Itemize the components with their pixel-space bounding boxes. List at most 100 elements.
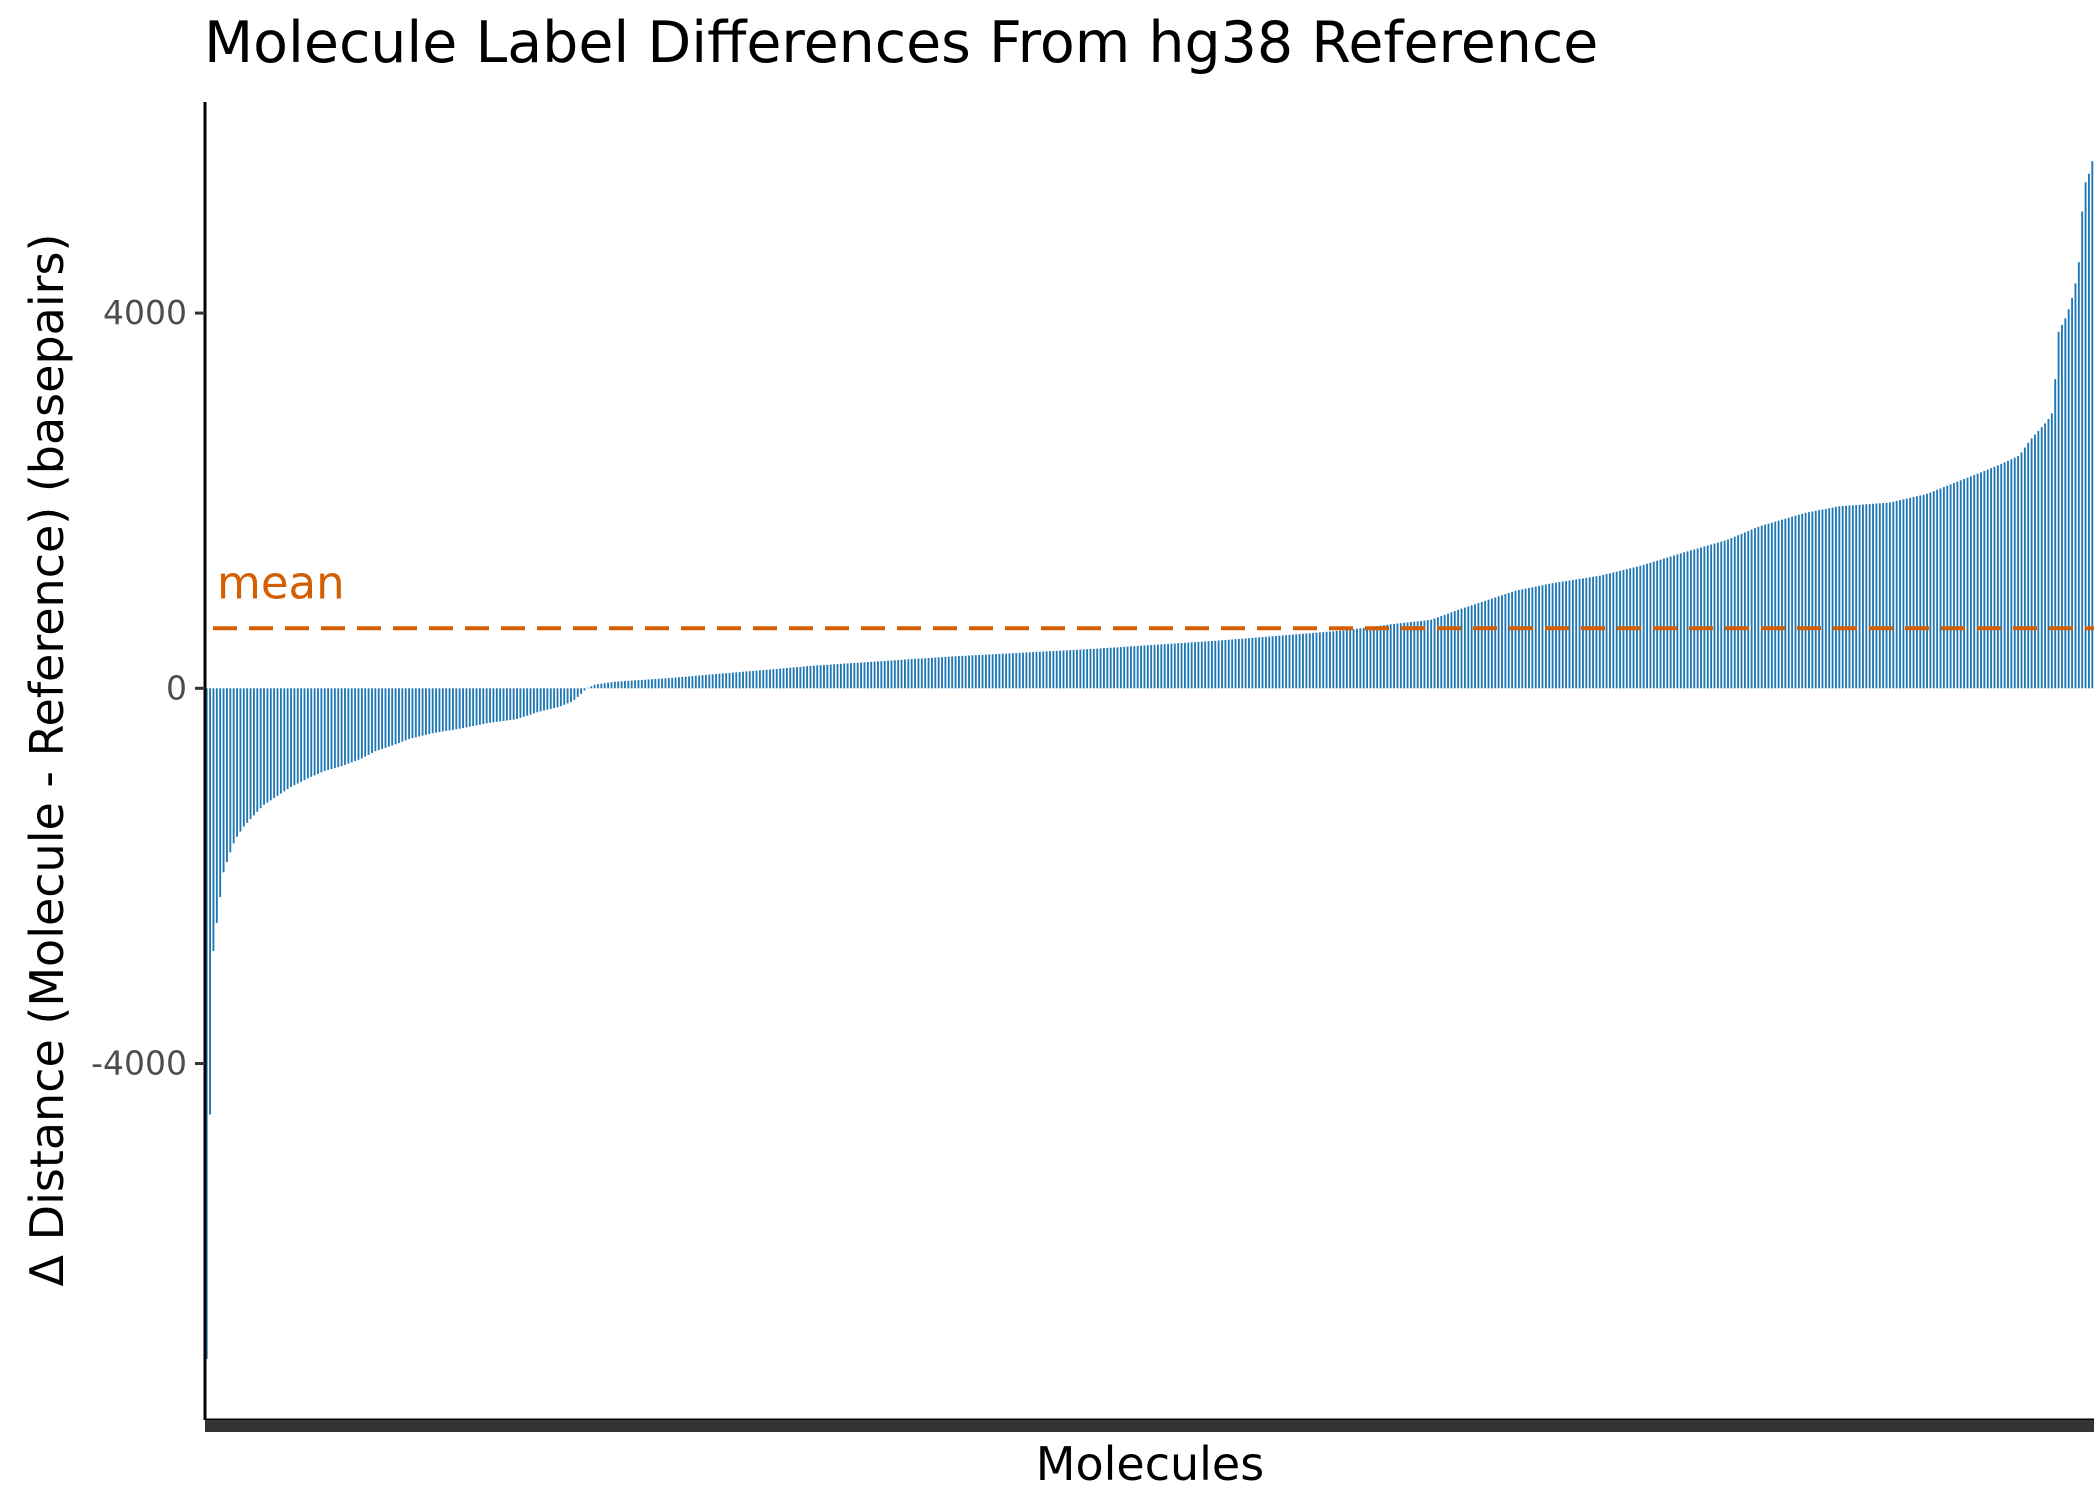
bar (630, 680, 633, 689)
bar (1561, 581, 1564, 689)
bar (877, 661, 879, 689)
bar (1372, 626, 1375, 689)
bar (509, 688, 512, 721)
bar (1011, 653, 1014, 689)
bar (1976, 473, 1979, 689)
bar (1612, 572, 1615, 689)
bar (1308, 633, 1311, 689)
bar (600, 683, 603, 689)
bar (1160, 644, 1163, 689)
bar (1197, 641, 1200, 689)
bar (1767, 523, 1770, 689)
bar (1683, 552, 1686, 689)
bar (2047, 418, 2050, 689)
bar (718, 673, 721, 689)
bar (226, 688, 228, 863)
bar (1986, 469, 1989, 689)
bar (306, 688, 309, 779)
bar (1447, 613, 1449, 689)
bar (310, 688, 313, 777)
bar (752, 670, 755, 689)
bar (1710, 544, 1713, 689)
bar (860, 662, 863, 689)
bar (2057, 331, 2060, 689)
bar (475, 688, 478, 726)
bar (681, 676, 684, 689)
bar (597, 684, 599, 689)
bar (445, 688, 448, 731)
bar (1953, 483, 1955, 689)
bar (1851, 505, 1854, 689)
bar (998, 653, 1001, 689)
bar (1150, 645, 1153, 689)
bar (246, 688, 249, 823)
bar (1322, 632, 1325, 689)
y-ticks: -4000 0 4000 (91, 293, 205, 1083)
bar (536, 688, 539, 713)
bar (1005, 653, 1008, 689)
bar (1143, 645, 1146, 689)
bar (1450, 612, 1453, 689)
bar (1008, 653, 1011, 689)
bar (573, 688, 576, 700)
bar (607, 682, 610, 689)
bar (1818, 510, 1821, 689)
bar (543, 688, 545, 711)
bar (499, 688, 502, 722)
bar (398, 688, 400, 743)
bar (286, 688, 289, 790)
bar (1096, 648, 1099, 689)
bar (924, 658, 927, 689)
bar (1180, 643, 1183, 689)
bar (1092, 648, 1095, 689)
bar (1831, 507, 1834, 689)
bar (765, 669, 768, 689)
bar (1582, 578, 1584, 689)
bar (647, 679, 650, 689)
bar (651, 679, 653, 689)
bar (1251, 637, 1254, 689)
bar (1022, 652, 1024, 689)
bar (1291, 634, 1294, 689)
bar (2064, 318, 2067, 689)
bar (360, 688, 363, 759)
bar (927, 658, 930, 689)
bar (323, 688, 326, 771)
bar (1281, 635, 1284, 689)
bar (1136, 645, 1139, 689)
bar (1757, 526, 1760, 689)
bar (694, 675, 697, 689)
bar (583, 688, 586, 691)
bar (290, 688, 292, 787)
bar (492, 688, 495, 723)
bar (1254, 637, 1257, 689)
bar (954, 656, 957, 689)
bar (242, 688, 245, 827)
bar (333, 688, 336, 769)
bar (1723, 540, 1726, 689)
bar (1015, 653, 1018, 689)
bar (1396, 623, 1399, 689)
bar (1123, 646, 1126, 689)
bar (2074, 283, 2077, 689)
y-tick-label: 4000 (103, 293, 187, 332)
bar (1929, 492, 1932, 689)
bar (866, 662, 869, 689)
bar (219, 688, 222, 898)
bar (1548, 583, 1551, 689)
bar (296, 688, 299, 784)
bar (438, 688, 441, 733)
bar (1467, 606, 1470, 689)
bar (792, 667, 795, 689)
bar (698, 675, 701, 689)
bar (1949, 484, 1952, 689)
bar (657, 678, 660, 689)
bar (1362, 627, 1365, 689)
bar (482, 688, 485, 724)
bar (1693, 549, 1696, 689)
bar (1258, 637, 1261, 689)
bar (387, 688, 390, 747)
bar (1507, 592, 1510, 689)
bar (624, 681, 626, 689)
